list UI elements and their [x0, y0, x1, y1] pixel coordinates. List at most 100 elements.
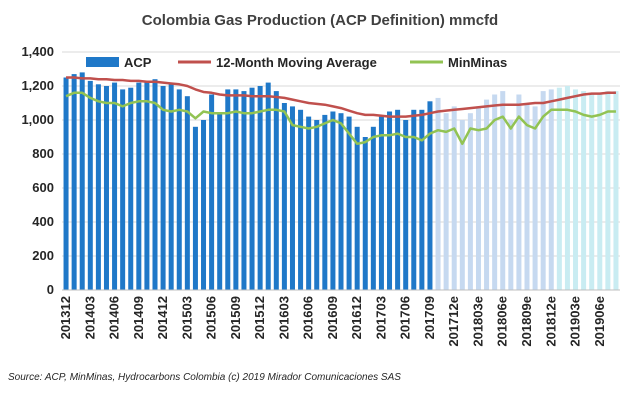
x-tick-label: 201703: [373, 296, 388, 339]
y-tick-label: 400: [32, 214, 54, 229]
bar-acp: [589, 92, 595, 290]
bar-acp: [516, 94, 522, 290]
x-tick-label: 201706: [398, 296, 413, 339]
bar-acp: [273, 91, 279, 290]
bar-acp: [597, 92, 603, 290]
y-tick-label: 600: [32, 180, 54, 195]
x-tick-label: 201709: [422, 296, 437, 339]
x-tick-label: 201712e: [446, 296, 461, 347]
legend-label-moving-average: 12-Month Moving Average: [216, 55, 377, 70]
bar-acp: [71, 74, 77, 290]
bar-acp: [354, 126, 360, 290]
bar-acp: [249, 87, 255, 290]
bar-acp: [395, 109, 401, 290]
bar-acp: [581, 91, 587, 290]
bar-acp: [605, 91, 611, 290]
bar-acp: [330, 111, 336, 290]
legend-swatch-acp: [86, 57, 119, 67]
bar-acp: [484, 99, 490, 290]
bar-acp: [492, 94, 498, 290]
bar-acp: [79, 72, 85, 291]
y-axis-tick-labels: 0 200 400 600 800 1,000 1,200 1,400: [21, 44, 54, 297]
bar-acp: [306, 116, 312, 290]
x-tick-label: 201603: [276, 296, 291, 339]
bar-acp: [556, 87, 562, 290]
bar-acp: [225, 89, 231, 291]
bar-acp: [459, 120, 465, 290]
bar-acp: [540, 91, 546, 290]
x-tick-label: 201903e: [568, 296, 583, 347]
bar-acp: [613, 91, 619, 290]
bar-acp: [152, 79, 158, 290]
bar-acp: [112, 82, 118, 290]
y-tick-label: 1,400: [21, 44, 54, 59]
bar-acp: [144, 80, 150, 291]
x-tick-label: 201906e: [592, 296, 607, 347]
y-tick-label: 1,000: [21, 112, 54, 127]
bar-acp: [209, 94, 215, 290]
bar-acp: [475, 106, 481, 291]
x-tick-label: 201609: [325, 296, 340, 339]
chart-title: Colombia Gas Production (ACP Definition)…: [142, 12, 498, 29]
x-tick-label: 201503: [179, 296, 194, 339]
x-tick-label: 201509: [228, 296, 243, 339]
bar-acp: [500, 91, 506, 290]
bar-acp: [63, 77, 69, 290]
bar-acp: [217, 113, 223, 290]
bar-acp: [289, 106, 295, 291]
x-tick-label: 201606: [301, 296, 316, 339]
bar-acp: [168, 84, 174, 290]
bar-acp: [314, 120, 320, 290]
x-tick-label: 201512: [252, 296, 267, 339]
bar-acp: [322, 114, 328, 291]
bar-acp: [298, 109, 304, 290]
acp-bars: [63, 72, 619, 291]
bar-acp: [103, 86, 109, 290]
x-tick-label: 201612: [349, 296, 364, 339]
x-tick-label: 201806e: [495, 296, 510, 347]
bar-acp: [370, 126, 376, 290]
x-axis-tick-labels: 201312 201403 201406 201409 201412 201503 2015…: [58, 296, 607, 347]
x-tick-label: 201412: [155, 296, 170, 339]
bar-acp: [192, 126, 198, 290]
bar-acp: [435, 97, 441, 291]
bar-acp: [548, 89, 554, 291]
bar-acp: [184, 96, 190, 290]
bar-acp: [411, 109, 417, 290]
bar-acp: [346, 116, 352, 290]
x-tick-label: 201312: [58, 296, 73, 339]
x-tick-label: 201809e: [519, 296, 534, 347]
bar-acp: [95, 84, 101, 290]
y-tick-label: 200: [32, 248, 54, 263]
bar-acp: [257, 86, 263, 290]
bar-acp: [160, 86, 166, 290]
x-tick-label: 201403: [82, 296, 97, 339]
bar-acp: [120, 89, 126, 291]
y-tick-label: 800: [32, 146, 54, 161]
line-minminas: [65, 91, 616, 146]
x-tick-label: 201803e: [470, 296, 485, 347]
bar-acp: [176, 89, 182, 291]
line-moving-average: [66, 76, 616, 118]
y-tick-label: 1,200: [21, 78, 54, 93]
bar-acp: [387, 111, 393, 290]
x-tick-label: 201506: [204, 296, 219, 339]
bar-acp: [281, 103, 287, 290]
bar-acp: [524, 103, 530, 290]
bar-acp: [443, 113, 449, 290]
x-tick-label: 201409: [131, 296, 146, 339]
bar-acp: [564, 86, 570, 290]
bar-acp: [508, 120, 514, 290]
bar-acp: [419, 109, 425, 290]
bar-acp: [265, 82, 271, 290]
bar-acp: [338, 113, 344, 290]
legend: ACP 12-Month Moving Average MinMinas: [86, 55, 507, 70]
bar-acp: [87, 80, 93, 291]
bar-acp: [573, 89, 579, 291]
bar-acp: [378, 116, 384, 290]
bar-acp: [201, 120, 207, 290]
bar-acp: [427, 101, 433, 290]
x-tick-label: 201406: [107, 296, 122, 339]
legend-label-acp: ACP: [124, 55, 152, 70]
